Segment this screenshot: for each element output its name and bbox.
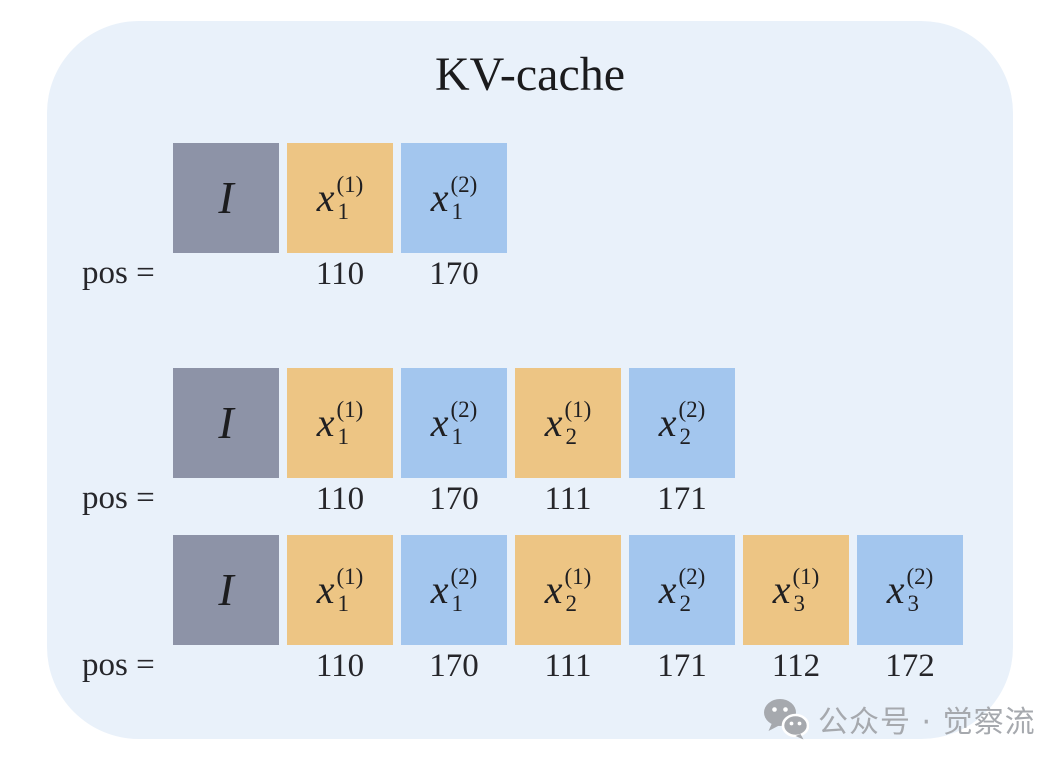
cache-cell-column: x (1) 1 110 (287, 368, 393, 516)
cache-cell-x1-2: x (2) 1 (401, 535, 507, 645)
cache-cell-column: x (1) 1 110 (287, 535, 393, 683)
cache-cell-column: x (2) 1 170 (401, 368, 507, 516)
pos-equals-label: pos = (82, 647, 155, 683)
pos-value (173, 649, 279, 683)
token-label: x (1) 2 (544, 397, 592, 449)
token-label: x (2) 2 (658, 397, 706, 449)
cache-cell-column: x (1) 1 110 (287, 143, 393, 291)
cache-cell-column: x (2) 2 171 (629, 368, 735, 516)
cache-cell-column: I (173, 535, 279, 683)
token-label: x (1) 1 (316, 397, 364, 449)
pos-equals-label: pos = (82, 480, 155, 516)
pos-value: 170 (429, 481, 479, 517)
cache-cell-x2-1: x (1) 2 (515, 535, 621, 645)
cache-cell-x2-2: x (2) 2 (629, 535, 735, 645)
pos-value: 172 (885, 648, 935, 684)
token-label: x (1) 3 (772, 564, 820, 616)
token-label: x (2) 1 (430, 564, 478, 616)
token-label: x (1) 1 (316, 564, 364, 616)
pos-value: 110 (315, 481, 365, 517)
pos-value (173, 257, 279, 291)
cache-cell-x1-1: x (1) 1 (287, 368, 393, 478)
identity-label: I (218, 564, 234, 615)
cache-cell-identity: I (173, 143, 279, 253)
pos-value: 171 (657, 481, 707, 517)
token-label: x (1) 2 (544, 564, 592, 616)
pos-value: 110 (315, 256, 365, 292)
identity-label: I (218, 397, 234, 448)
cache-cell-x1-1: x (1) 1 (287, 535, 393, 645)
cache-cell-column: x (1) 3 112 (743, 535, 849, 683)
token-label: x (2) 1 (430, 397, 478, 449)
cache-cell-x3-2: x (2) 3 (857, 535, 963, 645)
cache-cell-x2-2: x (2) 2 (629, 368, 735, 478)
pos-value: 112 (771, 648, 821, 684)
page-title: KV-cache (434, 48, 626, 101)
cache-cell-column: x (2) 3 172 (857, 535, 963, 683)
pos-value: 170 (429, 256, 479, 292)
watermark: 公众号 · 觉察流 (763, 697, 1036, 741)
cache-cell-column: I (173, 143, 279, 291)
wechat-icon (764, 699, 809, 740)
cache-cell-x1-2: x (2) 1 (401, 143, 507, 253)
cache-cell-x3-1: x (1) 3 (743, 535, 849, 645)
watermark-text: 公众号 · 觉察流 (818, 705, 1036, 740)
cache-cell-x2-1: x (1) 2 (515, 368, 621, 478)
cache-cell-identity: I (173, 368, 279, 478)
cache-cell-column: x (1) 2 111 (515, 535, 621, 683)
token-label: x (1) 1 (316, 172, 364, 224)
cache-cell-x1-2: x (2) 1 (401, 368, 507, 478)
cache-cell-column: x (2) 1 170 (401, 143, 507, 291)
pos-value: 170 (429, 648, 479, 684)
identity-label: I (218, 172, 234, 223)
cache-cell-column: I (173, 368, 279, 516)
token-label: x (2) 2 (658, 564, 706, 616)
cache-cell-identity: I (173, 535, 279, 645)
pos-equals-label: pos = (82, 255, 155, 291)
pos-value (173, 482, 279, 516)
cache-cell-column: x (1) 2 111 (515, 368, 621, 516)
token-label: x (2) 1 (430, 172, 478, 224)
pos-value: 111 (544, 481, 592, 517)
cache-cell-column: x (2) 2 171 (629, 535, 735, 683)
cache-cell-column: x (2) 1 170 (401, 535, 507, 683)
pos-value: 111 (544, 648, 592, 684)
pos-value: 110 (315, 648, 365, 684)
cache-cell-x1-1: x (1) 1 (287, 143, 393, 253)
pos-value: 171 (657, 648, 707, 684)
token-label: x (2) 3 (886, 564, 934, 616)
